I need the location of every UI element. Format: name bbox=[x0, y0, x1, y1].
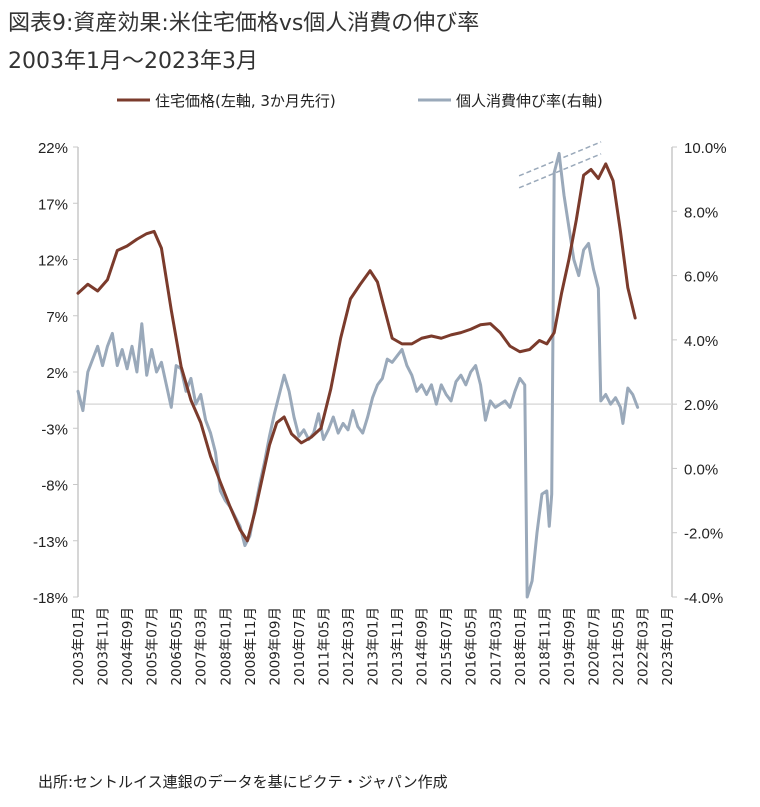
x-tick-label: 2008年11月 bbox=[243, 607, 259, 686]
x-tick-label: 2013年01月 bbox=[366, 607, 382, 686]
x-tick-label: 2022年03月 bbox=[636, 607, 652, 686]
chart-title: 図表9:資産効果:米住宅価格vs個人消費の伸び率 bbox=[8, 11, 479, 36]
y-left-tick-label: -3% bbox=[41, 421, 68, 438]
x-tick-label: 2020年07月 bbox=[586, 607, 602, 686]
y-right-ticks: 10.0% 8.0% 6.0% 4.0% 2.0% 0.0% -2.0% -4.0% bbox=[672, 140, 727, 607]
y-right-tick-label: 10.0% bbox=[684, 140, 727, 157]
x-tick-label: 2004年09月 bbox=[120, 607, 136, 686]
y-left-tick-label: -8% bbox=[41, 478, 68, 495]
y-left-tick-label: -13% bbox=[33, 534, 68, 551]
x-tick-label: 2006年05月 bbox=[169, 607, 185, 686]
x-tick-label: 2017年03月 bbox=[488, 607, 504, 686]
x-tick-label: 2014年09月 bbox=[415, 607, 431, 686]
chart-subtitle: 2003年1月～2023年3月 bbox=[8, 49, 258, 74]
x-tick-label: 2018年11月 bbox=[537, 607, 553, 686]
x-tick-label: 2013年11月 bbox=[390, 607, 406, 686]
y-left-tick-label: 12% bbox=[38, 253, 68, 270]
x-tick-label: 2019年09月 bbox=[562, 607, 578, 686]
x-tick-label: 2018年01月 bbox=[513, 607, 529, 686]
legend-label-consumption: 個人消費伸び率(右軸) bbox=[456, 92, 603, 110]
x-tick-label: 2021年05月 bbox=[611, 607, 627, 686]
series-line-consumption bbox=[76, 151, 640, 599]
plot-area bbox=[76, 151, 640, 599]
y-right-tick-label: 8.0% bbox=[684, 204, 718, 221]
series-line-house-price bbox=[76, 162, 637, 543]
x-tick-label: 2012年03月 bbox=[341, 607, 357, 686]
axes bbox=[77, 147, 673, 597]
x-ticks: 2003年01月 2003年11月 2004年09月 2005年07月 2006年05月… bbox=[71, 607, 676, 686]
y-left-tick-label: 7% bbox=[46, 309, 68, 326]
x-tick-label: 2008年01月 bbox=[218, 607, 234, 686]
y-right-tick-label: -2.0% bbox=[684, 526, 723, 543]
source-note: 出所:セントルイス連銀のデータを基にピクテ・ジャパン作成 bbox=[38, 773, 448, 791]
x-tick-label: 2005年07月 bbox=[145, 607, 161, 686]
y-left-ticks: 22% 17% 12% 7% 2% -3% -8% -13% -18% bbox=[33, 140, 78, 607]
y-right-tick-label: 6.0% bbox=[684, 269, 718, 286]
x-tick-label: 2015年07月 bbox=[439, 607, 455, 686]
x-tick-label: 2007年03月 bbox=[194, 607, 210, 686]
y-left-tick-label: -18% bbox=[33, 590, 68, 607]
y-right-tick-label: 4.0% bbox=[684, 333, 718, 350]
x-tick-label: 2010年07月 bbox=[292, 607, 308, 686]
x-tick-label: 2003年11月 bbox=[96, 607, 112, 686]
x-tick-label: 2011年05月 bbox=[316, 607, 332, 686]
y-left-tick-label: 2% bbox=[46, 365, 68, 382]
x-tick-label: 2003年01月 bbox=[71, 607, 87, 686]
legend: 住宅価格(左軸, 3か月先行) 個人消費伸び率(右軸) bbox=[117, 92, 603, 110]
x-tick-label: 2016年05月 bbox=[464, 607, 480, 686]
legend-label-house: 住宅価格(左軸, 3か月先行) bbox=[155, 92, 336, 110]
x-tick-label: 2023年01月 bbox=[660, 607, 676, 686]
y-right-tick-label: 0.0% bbox=[684, 461, 718, 478]
y-right-tick-label: 2.0% bbox=[684, 397, 718, 414]
x-tick-label: 2009年09月 bbox=[267, 607, 283, 686]
y-left-tick-label: 17% bbox=[38, 196, 68, 213]
y-right-tick-label: -4.0% bbox=[684, 590, 723, 607]
y-left-tick-label: 22% bbox=[38, 140, 68, 157]
